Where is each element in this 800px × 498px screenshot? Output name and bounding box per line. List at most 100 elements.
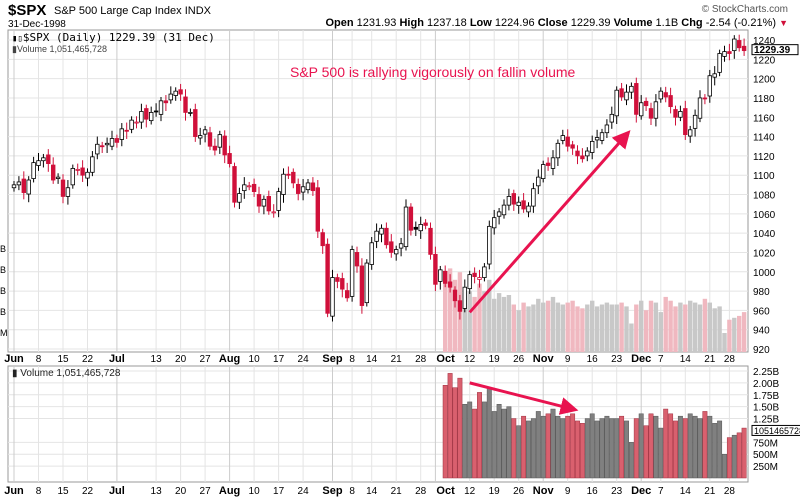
- candle-body: [609, 113, 614, 123]
- volume-bar: [560, 418, 566, 479]
- overlay-volume-bar: [536, 298, 541, 352]
- volume-bar: [481, 401, 487, 479]
- price-tick-label: 1120: [753, 152, 775, 163]
- overlay-volume-bar: [741, 312, 747, 352]
- open-label: Open: [325, 17, 354, 29]
- candle-body: [281, 173, 286, 195]
- overlay-volume-bar: [643, 310, 649, 352]
- x-tick-label: 21: [391, 486, 403, 497]
- volume-bar: [697, 418, 703, 479]
- x-tick-label: 8: [36, 486, 42, 497]
- last-volume-label: 1051465728: [754, 426, 800, 436]
- candle-body: [526, 205, 531, 213]
- candle-body: [555, 142, 561, 159]
- volume-bar: [496, 404, 502, 479]
- volume-bar: [565, 415, 571, 479]
- overlay-volume-bar: [673, 306, 678, 352]
- candle-body: [594, 137, 600, 141]
- volume-bar: [477, 392, 482, 479]
- overlay-volume-bar: [506, 295, 512, 352]
- x-tick-label: Dec: [631, 353, 651, 365]
- volume-panel-legend-text: Volume 1,051,465,728: [20, 368, 121, 379]
- x-tick-label: 17: [273, 354, 285, 365]
- candle-body: [364, 262, 369, 304]
- chart-annotation: S&P 500 is rallying vigorously on fallin…: [290, 64, 576, 80]
- overlay-volume-bar: [683, 304, 688, 352]
- price-tick-label: 960: [753, 306, 770, 317]
- candle-body: [418, 224, 423, 232]
- volume-bar: [506, 406, 512, 479]
- candle-body: [168, 93, 173, 101]
- overlay-volume-bar: [477, 283, 482, 352]
- candle-body: [207, 132, 213, 147]
- x-tick-label: 28: [724, 354, 736, 365]
- candle-body: [340, 278, 345, 290]
- price-tick-label: 1200: [753, 75, 776, 86]
- candle-body: [707, 75, 712, 97]
- overlay-volume-bar: [688, 300, 693, 352]
- x-tick-label: Sep: [322, 485, 342, 497]
- candle-body: [300, 186, 306, 193]
- down-triangle-icon: ▼: [779, 18, 788, 28]
- candle-body: [678, 111, 683, 118]
- overlay-volume-bar: [545, 300, 551, 352]
- candle-body: [511, 193, 516, 205]
- overlay-volume-bar: [467, 291, 472, 352]
- candle-body: [256, 194, 262, 207]
- candle-body: [193, 109, 198, 137]
- candle-body: [178, 89, 183, 95]
- overlay-volume-bar: [604, 302, 610, 352]
- candle-body: [452, 289, 458, 302]
- candle-body: [442, 270, 448, 284]
- candle-body: [648, 108, 654, 119]
- candle-body: [188, 112, 193, 114]
- overlay-volume-bar: [594, 306, 600, 352]
- overlay-volume-bar: [737, 315, 742, 352]
- volume-bar: [692, 415, 698, 479]
- x-tick-label: 13: [151, 354, 163, 365]
- overlay-volume-bar: [634, 304, 639, 352]
- x-tick-label: 26: [513, 354, 525, 365]
- volume-bar: [712, 423, 718, 479]
- price-legend-text: $SPX (Daily) 1229.39 (31 Dec): [22, 31, 215, 44]
- x-tick-label: Jun: [4, 485, 24, 497]
- overlay-volume-bar: [590, 300, 595, 352]
- volume-bar: [624, 420, 629, 479]
- overlay-volume-bar: [560, 304, 565, 352]
- candle-body: [310, 182, 316, 192]
- volume-bar: [717, 420, 723, 479]
- candle-body: [119, 128, 124, 140]
- overlay-volume-bar: [521, 302, 526, 352]
- candle-body: [467, 274, 472, 290]
- candle-body: [545, 162, 551, 166]
- overlay-volume-bar: [570, 300, 575, 352]
- x-tick-label: 13: [151, 486, 163, 497]
- x-tick-label: 23: [611, 486, 623, 497]
- candle-body: [398, 243, 404, 249]
- volume-bar: [658, 427, 664, 479]
- price-tick-label: 1160: [753, 113, 775, 124]
- x-tick-label: 10: [249, 354, 261, 365]
- x-tick-label: 8: [349, 354, 355, 365]
- volume-bar: [648, 413, 654, 479]
- overlay-volume-bar: [501, 296, 507, 352]
- x-tick-label: 14: [680, 354, 692, 365]
- volume-bar: [472, 408, 478, 479]
- candle-body: [663, 92, 668, 98]
- overlay-volume-bar: [575, 306, 580, 352]
- volume-bar: [579, 423, 585, 479]
- candle-body: [21, 178, 26, 193]
- candle-body: [344, 290, 350, 299]
- volume-bar: [702, 411, 708, 479]
- volume-trend-arrow: [469, 381, 579, 415]
- candle-body: [80, 167, 85, 176]
- volume-bar: [682, 418, 688, 479]
- x-tick-label: Aug: [219, 353, 240, 365]
- candle-body: [232, 166, 237, 203]
- candle-body: [560, 135, 565, 141]
- candle-body: [643, 100, 649, 107]
- volume-bar: [609, 418, 615, 479]
- close-value: 1229.39: [570, 17, 611, 29]
- volume-bar: [545, 413, 551, 479]
- price-tick-label: 1220: [753, 55, 776, 66]
